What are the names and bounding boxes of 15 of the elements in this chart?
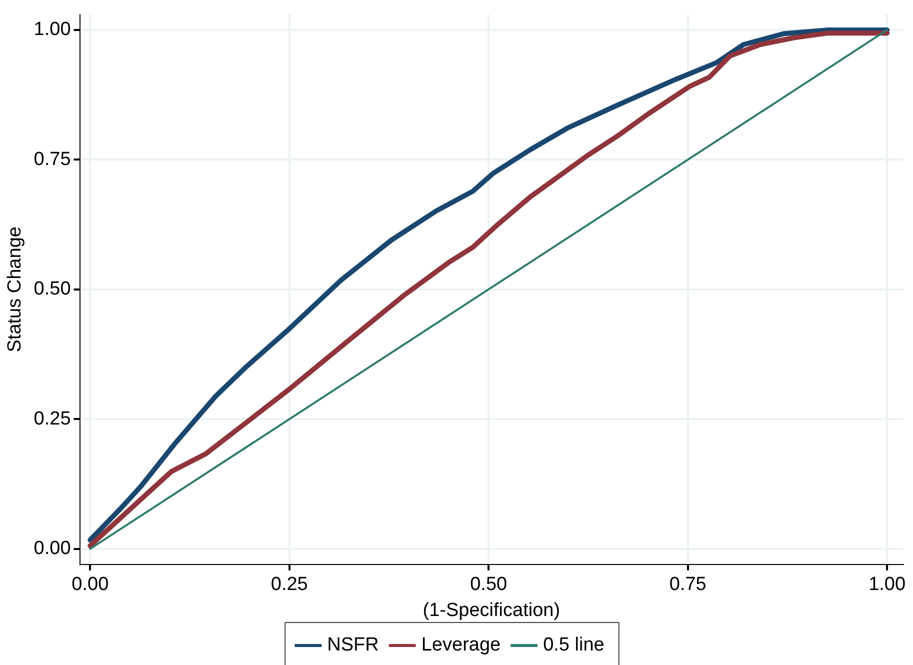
x-tick-label: 0.50 bbox=[470, 574, 508, 596]
y-tick-label: 0.25 bbox=[34, 408, 71, 430]
y-tick-label: 0.50 bbox=[34, 278, 71, 300]
y-tick-label: 0.00 bbox=[34, 538, 71, 560]
legend-label: Leverage bbox=[421, 634, 501, 656]
legend-label: 0.5 line bbox=[543, 634, 604, 656]
y-axis-title: Status Change bbox=[4, 226, 26, 352]
x-tick-label: 0.00 bbox=[72, 574, 109, 596]
x-axis-title: (1-Specification) bbox=[422, 600, 560, 621]
x-tick-label: 0.25 bbox=[270, 574, 308, 596]
legend-label: NSFR bbox=[327, 634, 379, 656]
y-tick-label: 0.75 bbox=[34, 148, 71, 170]
x-tick-label: 1.00 bbox=[868, 574, 906, 596]
y-tick-label: 1.00 bbox=[34, 19, 71, 40]
x-tick-label: 0.75 bbox=[669, 574, 706, 596]
